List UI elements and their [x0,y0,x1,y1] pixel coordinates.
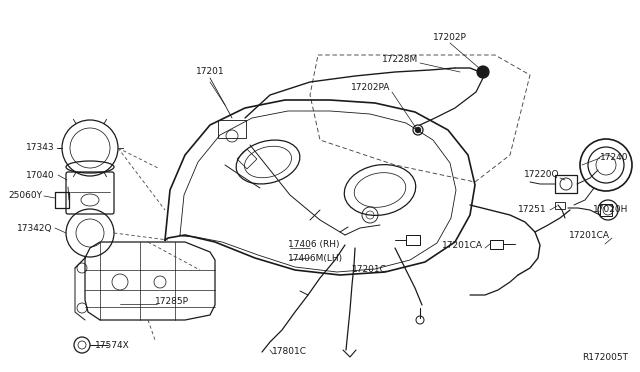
Bar [600,204,612,216]
Text: 17343: 17343 [26,144,55,153]
Text: 17020H: 17020H [593,205,628,215]
Text: 17201: 17201 [196,67,224,77]
Text: 17202PA: 17202PA [351,83,390,93]
Bar [490,240,503,249]
Text: 17285P: 17285P [155,298,189,307]
Text: 17201CA: 17201CA [569,231,610,240]
Text: 17201CA: 17201CA [442,241,483,250]
Text: 17406M(LH): 17406M(LH) [288,253,343,263]
Text: 17202P: 17202P [433,33,467,42]
Text: 17406 (RH): 17406 (RH) [288,241,339,250]
Text: 17251: 17251 [518,205,547,215]
Text: 17228M: 17228M [381,55,418,64]
Bar [406,235,420,245]
Text: 17574X: 17574X [95,340,130,350]
Bar [218,120,246,138]
Bar [555,202,565,209]
Text: 17220Q: 17220Q [524,170,559,180]
Circle shape [415,128,420,132]
Text: 17342Q: 17342Q [17,224,52,232]
Circle shape [477,66,489,78]
Text: 17240: 17240 [600,154,628,163]
Text: 25060Y: 25060Y [8,192,42,201]
Text: 17201C: 17201C [352,266,387,275]
Text: 17040: 17040 [26,170,55,180]
Bar [555,175,577,193]
Bar [237,149,257,169]
Text: 17801C: 17801C [272,347,307,356]
Text: R172005T: R172005T [582,353,628,362]
